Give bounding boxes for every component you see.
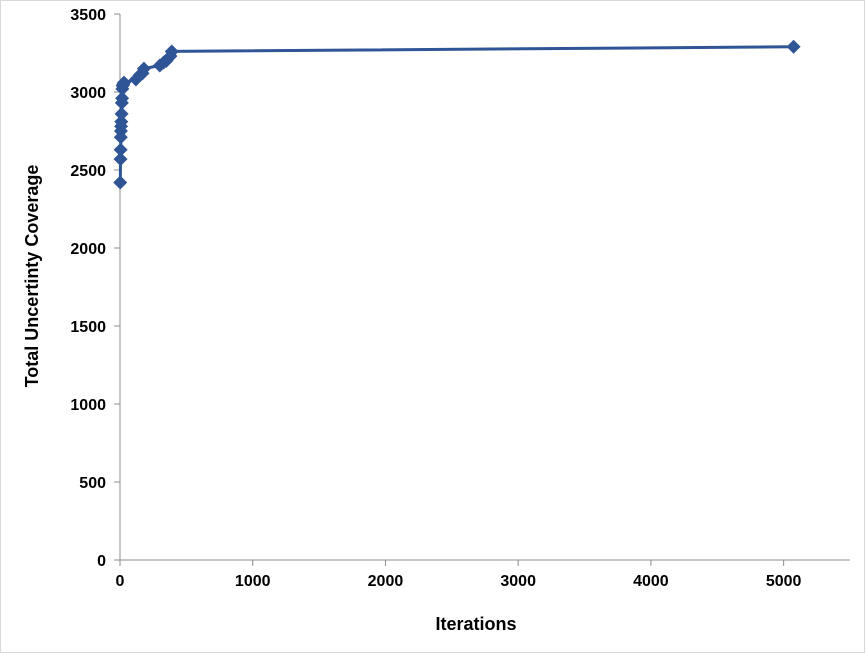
data-point-marker <box>114 106 129 121</box>
y-tick-label: 1500 <box>70 319 106 336</box>
series-line <box>118 45 794 183</box>
x-tick-label: 2000 <box>368 573 404 590</box>
y-tick-label: 500 <box>79 475 106 492</box>
data-point-marker <box>115 91 130 106</box>
x-tick-label: 3000 <box>500 573 536 590</box>
data-point-marker <box>114 114 129 129</box>
series-layer <box>113 39 801 190</box>
y-axis: 0 500 1000 1500 2000 2500 3000 3500 <box>70 7 121 570</box>
y-tick-label: 2500 <box>70 163 106 180</box>
data-point-marker <box>136 61 151 76</box>
x-tick-label: 4000 <box>633 573 669 590</box>
y-tick-label: 3500 <box>70 7 106 24</box>
y-tick-label: 2000 <box>70 241 106 258</box>
data-point-marker <box>164 44 179 59</box>
data-point-marker <box>116 75 131 90</box>
x-axis-title: Iterations <box>435 614 516 634</box>
data-point-marker <box>786 39 801 54</box>
x-tick-label: 1000 <box>235 573 271 590</box>
data-point-marker <box>113 175 128 190</box>
data-point-marker <box>113 142 128 157</box>
y-tick-label: 1000 <box>70 397 106 414</box>
y-axis-title: Total Uncertinty Coverage <box>22 165 42 388</box>
y-tick-label: 3000 <box>70 85 106 102</box>
x-tick-label: 0 <box>116 573 125 590</box>
y-tick-label: 0 <box>97 553 106 570</box>
x-tick-label: 5000 <box>766 573 802 590</box>
data-point-marker <box>113 152 128 167</box>
x-axis: 0 1000 2000 3000 4000 5000 <box>116 559 850 590</box>
data-point-marker <box>152 58 167 73</box>
